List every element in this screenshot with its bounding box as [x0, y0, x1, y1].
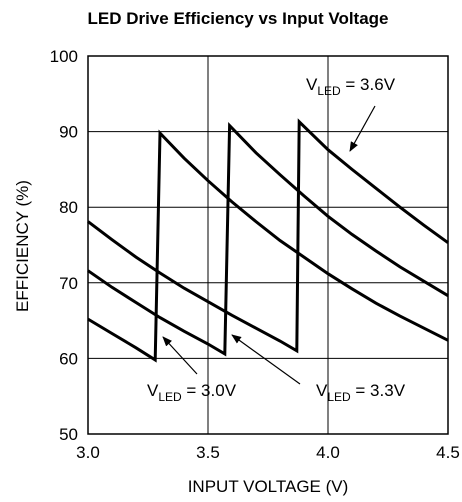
annotation-3-3v-label: VLED = 3.3V [316, 381, 406, 404]
grid [87, 55, 449, 435]
x-tick-label-0: 3.0 [76, 443, 100, 462]
x-tick-label-1: 3.5 [196, 443, 220, 462]
annotation-3-6v-label: VLED = 3.6V [306, 75, 396, 98]
annotation-3-0v-label: VLED = 3.0V [147, 381, 237, 404]
y-tick-label-5: 100 [50, 47, 78, 66]
tick-labels: 3.0 3.5 4.0 4.5 50 60 70 80 90 100 [50, 47, 460, 462]
y-tick-label-1: 60 [59, 349, 78, 368]
series-line-0 [87, 129, 449, 363]
y-tick-label-3: 80 [59, 198, 78, 217]
x-tick-label-2: 4.0 [316, 443, 340, 462]
series-line-1 [87, 121, 449, 357]
y-axis-label: EFFICIENCY (%) [13, 180, 32, 312]
annotation-3-0v-arrow [162, 336, 198, 375]
series-line-2 [87, 118, 449, 354]
plot-frame [87, 55, 449, 435]
y-tick-label-0: 50 [59, 425, 78, 444]
x-tick-label-3: 4.5 [436, 443, 460, 462]
annotation-3-3v-arrow [231, 334, 301, 385]
y-tick-label-2: 70 [59, 274, 78, 293]
y-tick-label-4: 90 [59, 123, 78, 142]
annotations: VLED = 3.6V VLED = 3.0V VLED = 3.3V [147, 75, 406, 404]
series-lines [87, 118, 449, 363]
annotation-3-6v-arrow [349, 105, 376, 152]
chart-title: LED Drive Efficiency vs Input Voltage [87, 9, 388, 28]
x-axis-label: INPUT VOLTAGE (V) [188, 477, 349, 496]
